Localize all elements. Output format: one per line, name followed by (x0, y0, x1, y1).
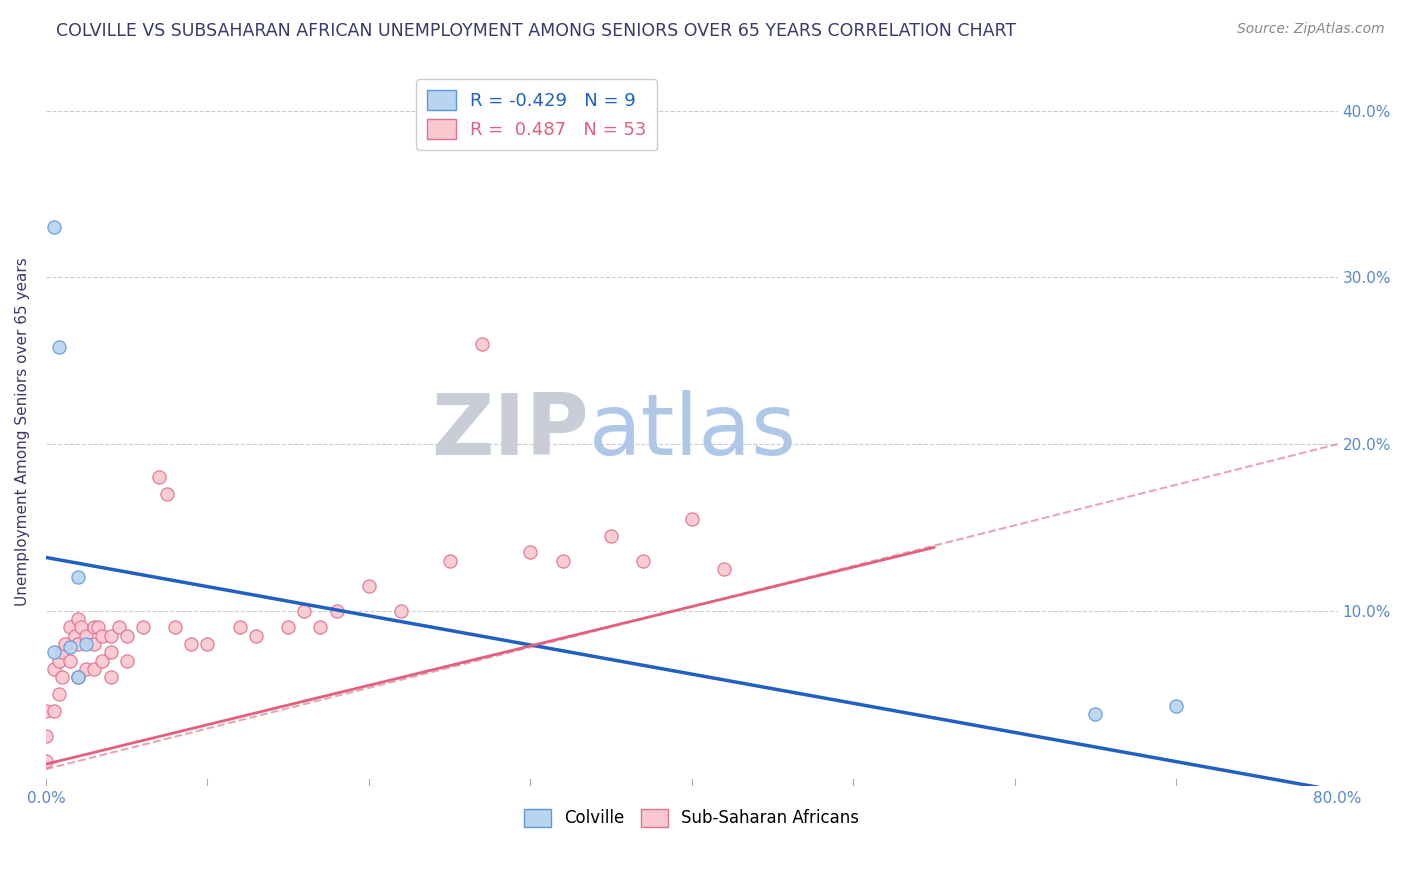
Point (35, 704, 58, 718)
Point (292, 604, 315, 618)
Point (228, 620, 250, 634)
Point (67, 670, 90, 684)
Point (100, 645, 122, 659)
Point (633, 554, 655, 568)
Point (83, 662, 105, 676)
Y-axis label: Unemployment Among Seniors over 65 years: Unemployment Among Seniors over 65 years (15, 257, 30, 606)
Point (59, 640, 82, 655)
Point (389, 604, 412, 618)
Point (100, 629, 122, 643)
Point (681, 512, 703, 526)
Point (59, 620, 82, 634)
Point (67, 670, 90, 684)
Point (107, 620, 129, 634)
Point (48, 687, 70, 701)
Point (67, 570, 90, 584)
Point (91, 654, 114, 668)
Point (86, 620, 108, 634)
Point (1084, 707, 1107, 722)
Point (100, 670, 122, 684)
Point (309, 620, 332, 634)
Text: ZIP: ZIP (430, 390, 589, 473)
Point (67, 612, 90, 626)
Point (197, 637, 219, 651)
Point (51, 670, 73, 684)
Point (115, 629, 138, 643)
Point (63, 629, 86, 643)
Legend: Colville, Sub-Saharan Africans: Colville, Sub-Saharan Africans (517, 802, 866, 834)
Point (75, 629, 97, 643)
Point (59, 654, 82, 668)
Point (277, 620, 299, 634)
Point (83, 637, 105, 651)
Point (53, 637, 76, 651)
Point (75, 662, 97, 676)
Point (156, 487, 179, 501)
Point (357, 579, 380, 593)
Point (48, 654, 70, 668)
Text: COLVILLE VS SUBSAHARAN AFRICAN UNEMPLOYMENT AMONG SENIORS OVER 65 YEARS CORRELAT: COLVILLE VS SUBSAHARAN AFRICAN UNEMPLOYM… (56, 22, 1017, 40)
Point (75, 637, 97, 651)
Point (245, 629, 267, 643)
Point (115, 654, 138, 668)
Text: atlas: atlas (589, 390, 796, 473)
Point (51, 645, 73, 659)
Point (713, 562, 735, 576)
Point (471, 337, 494, 351)
Point (42, 662, 65, 676)
Point (42, 220, 65, 235)
Point (148, 470, 170, 484)
Point (35, 729, 58, 743)
Point (83, 620, 105, 634)
Point (70, 620, 93, 634)
Point (35, 754, 58, 768)
Point (67, 637, 90, 651)
Point (42, 704, 65, 718)
Point (48, 341, 70, 355)
Point (325, 604, 347, 618)
Point (439, 554, 461, 568)
Text: Source: ZipAtlas.com: Source: ZipAtlas.com (1237, 22, 1385, 37)
Point (180, 637, 202, 651)
Point (42, 645, 65, 659)
Point (1166, 698, 1188, 713)
Point (551, 554, 574, 568)
Point (165, 620, 187, 634)
Point (600, 529, 623, 543)
Point (132, 620, 155, 634)
Point (519, 545, 541, 559)
Point (91, 629, 114, 643)
